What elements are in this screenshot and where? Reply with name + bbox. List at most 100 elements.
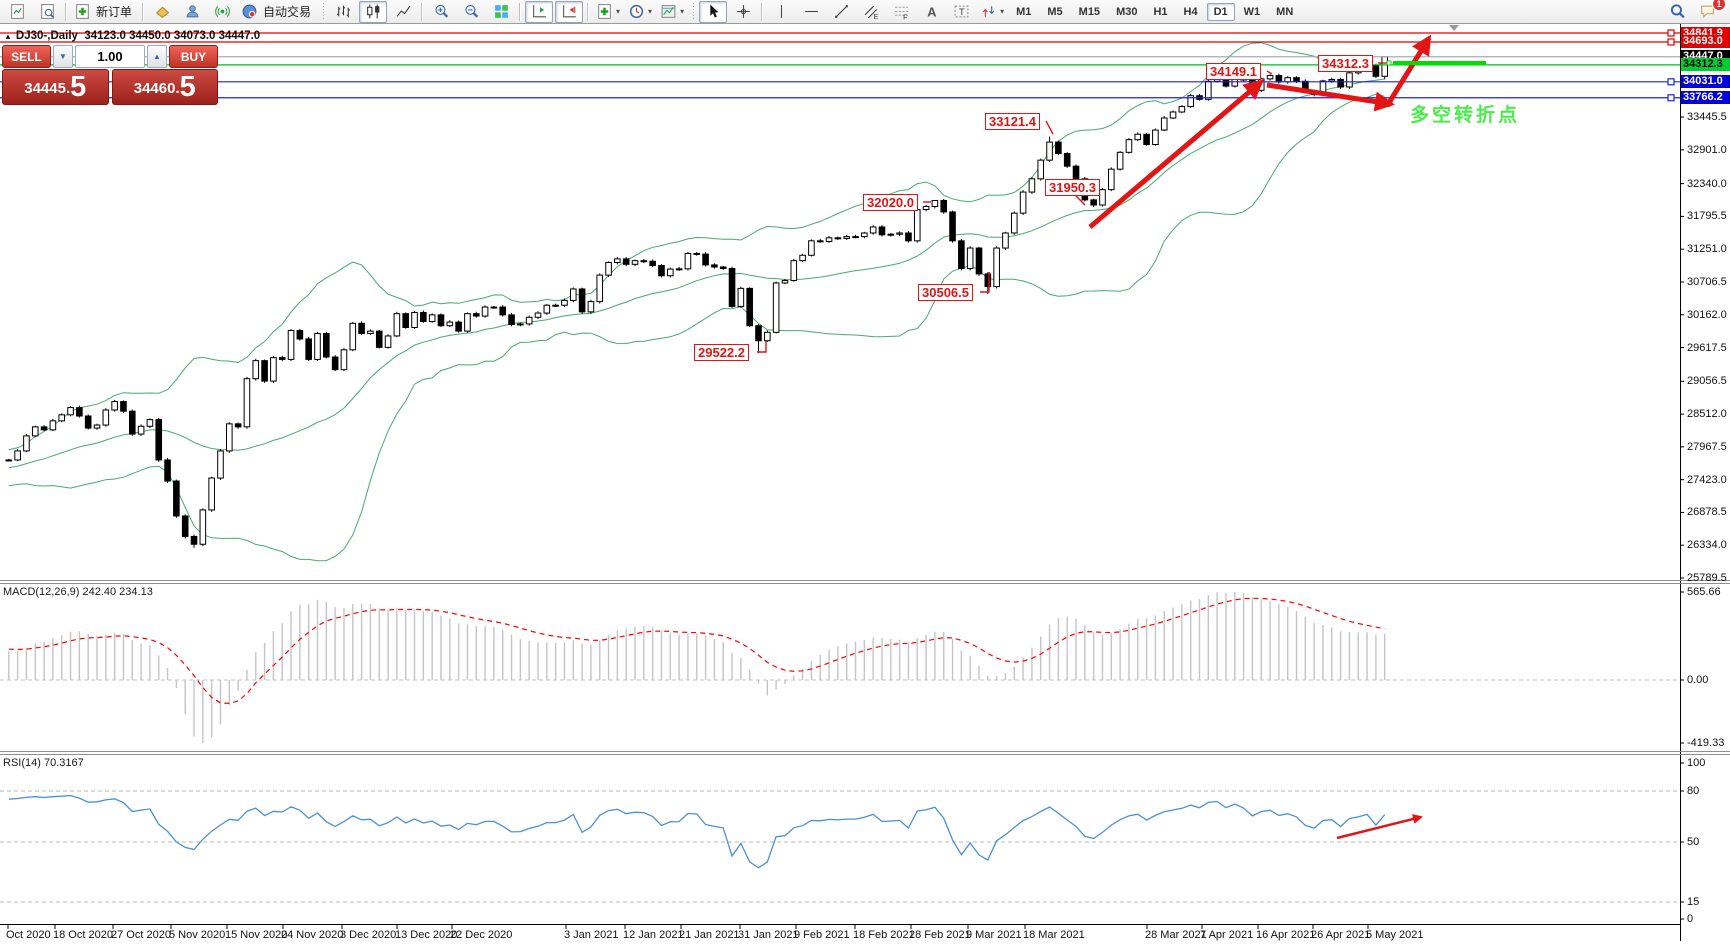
candlestick-button[interactable] [359, 0, 388, 23]
date-axis-label: 21 Jan 2021 [679, 929, 740, 941]
add-indicator-button[interactable]: ▾ [593, 1, 623, 23]
sound-icon [214, 6, 230, 17]
rsi-annotation-arrow[interactable] [1336, 814, 1423, 840]
price-annotation-label[interactable]: 29522.2 [694, 344, 749, 361]
vertical-line-button[interactable] [767, 1, 795, 23]
chart-symbol-period: DJ30-,Daily [15, 30, 78, 42]
sell-price-panel[interactable]: 34445. 5 [2, 69, 109, 105]
arrows-button[interactable]: ▾ [977, 1, 1007, 23]
fibonacci-button[interactable]: F [887, 1, 915, 23]
chart-profile-button[interactable] [33, 1, 61, 23]
new-order-button[interactable]: 新订单 [71, 1, 138, 23]
date-axis-label: 9 Feb 2021 [794, 929, 850, 941]
timeframe-h4-button[interactable]: H4 [1183, 5, 1198, 18]
price-line-tag: 34312.3 [1681, 58, 1730, 72]
volume-decrease-button[interactable]: ▼ [53, 45, 73, 68]
search-button[interactable] [1663, 1, 1691, 23]
timeframe-m1-button[interactable]: M1 [1016, 5, 1032, 18]
toolbar-separator [142, 2, 145, 21]
toolbar-drag-handle[interactable] [691, 2, 696, 21]
date-axis-label: 12 Jan 2021 [623, 929, 684, 941]
price-axis-tick: 28512.0 [1687, 408, 1727, 421]
autotrading-button[interactable]: 自动交易 [238, 1, 317, 23]
trend-annotation-arrow[interactable] [1266, 82, 1395, 112]
search-icon [1670, 4, 1685, 19]
chevron-down-icon[interactable]: ▾ [616, 7, 621, 16]
price-annotation-label[interactable]: 32020.0 [863, 194, 918, 211]
auto-scroll-icon [562, 5, 576, 18]
price-annotation-label[interactable]: 31950.3 [1045, 179, 1100, 196]
template-button[interactable]: ▾ [657, 1, 687, 23]
timeframe-m5-button[interactable]: M5 [1047, 5, 1063, 18]
new-order-icon [76, 4, 89, 19]
sell-price-dot: . [65, 80, 71, 97]
new-chart-button[interactable] [3, 1, 31, 23]
toolbar-right-icons: 1 [1662, 0, 1726, 23]
line-chart-button[interactable] [389, 1, 417, 23]
label-button[interactable]: T [947, 1, 975, 23]
tile-windows-button[interactable] [487, 1, 515, 23]
cursor-button[interactable] [699, 0, 728, 23]
add-indicator-icon [598, 4, 611, 19]
new-chart-icon [10, 4, 24, 19]
auto-scroll-button[interactable] [555, 0, 584, 23]
period-icon [629, 4, 644, 19]
timeframe-h1-button[interactable]: H1 [1153, 5, 1168, 18]
panel-separator[interactable] [0, 580, 1730, 581]
channel-button[interactable]: E [857, 1, 885, 23]
price-annotation-label[interactable]: 30506.5 [918, 284, 973, 301]
timeframe-w1-button[interactable]: W1 [1243, 5, 1261, 18]
toolbar-button-label: 新订单 [96, 5, 133, 19]
trend-annotation-arrow[interactable] [1088, 79, 1265, 229]
zoom-out-button[interactable] [457, 1, 485, 23]
date-axis-label: 22 Dec 2020 [450, 929, 513, 941]
macd-axis-tick: -419.33 [1687, 737, 1725, 749]
macd-axis-tick: 565.66 [1687, 586, 1721, 598]
horizontal-line-icon [804, 10, 818, 13]
date-axis-label: 7 Apr 2021 [1200, 929, 1254, 941]
sell-button[interactable]: SELL [2, 45, 51, 68]
chat-button[interactable]: 1 [1693, 0, 1726, 23]
breakout-highlight-line[interactable] [1393, 61, 1486, 65]
timeframe-mn-button[interactable]: MN [1276, 5, 1294, 18]
date-axis-label: 18 Feb 2021 [853, 929, 915, 941]
zoom-in-button[interactable] [427, 1, 455, 23]
timeframe-m30-button[interactable]: M30 [1116, 5, 1138, 18]
price-axis-tick: 31795.5 [1687, 210, 1727, 223]
buy-price-panel[interactable]: 34460. 5 [111, 69, 218, 105]
chevron-down-icon[interactable]: ▾ [648, 7, 653, 16]
collapse-trade-panel-icon[interactable]: ▲ [4, 32, 12, 41]
price-annotation-label[interactable]: 33121.4 [985, 113, 1040, 130]
cursor-icon [709, 4, 718, 18]
price-axis-tick: 33445.5 [1687, 111, 1727, 124]
sound-button[interactable] [208, 1, 236, 23]
volume-increase-button[interactable]: ▲ [147, 45, 167, 68]
bar-chart-button[interactable] [329, 1, 357, 23]
chevron-down-icon[interactable]: ▾ [1000, 7, 1005, 16]
trend-annotation-arrow[interactable] [1384, 34, 1432, 108]
styler-button[interactable] [148, 1, 176, 23]
period-button[interactable]: ▾ [625, 1, 655, 23]
trendline-button[interactable] [827, 1, 855, 23]
toolbar-drag-handle[interactable] [321, 2, 326, 21]
price-annotation-label[interactable]: 34312.3 [1318, 55, 1373, 72]
timeframe-d1-button[interactable]: D1 [1206, 2, 1235, 21]
volume-input[interactable] [75, 45, 145, 68]
chart-shift-button[interactable] [525, 0, 554, 23]
price-axis-tick: 32340.0 [1687, 177, 1727, 190]
community-button[interactable] [178, 1, 206, 23]
trendline-icon [834, 5, 848, 18]
horizontal-line-button[interactable] [797, 1, 825, 23]
crosshair-button[interactable] [729, 1, 757, 23]
buy-button[interactable]: BUY [169, 45, 218, 68]
price-annotation-label[interactable]: 34149.1 [1206, 63, 1261, 80]
chevron-down-icon[interactable]: ▾ [680, 7, 685, 16]
annotation-note-text: 多空转折点 [1410, 105, 1521, 126]
sell-price-frac: 5 [70, 71, 87, 103]
timeframe-m15-button[interactable]: M15 [1078, 5, 1101, 18]
notification-badge: 1 [1712, 0, 1726, 11]
text-button[interactable]: A [917, 1, 945, 23]
panel-separator[interactable] [0, 751, 1730, 752]
buy-price-main: 34460 [133, 80, 176, 97]
